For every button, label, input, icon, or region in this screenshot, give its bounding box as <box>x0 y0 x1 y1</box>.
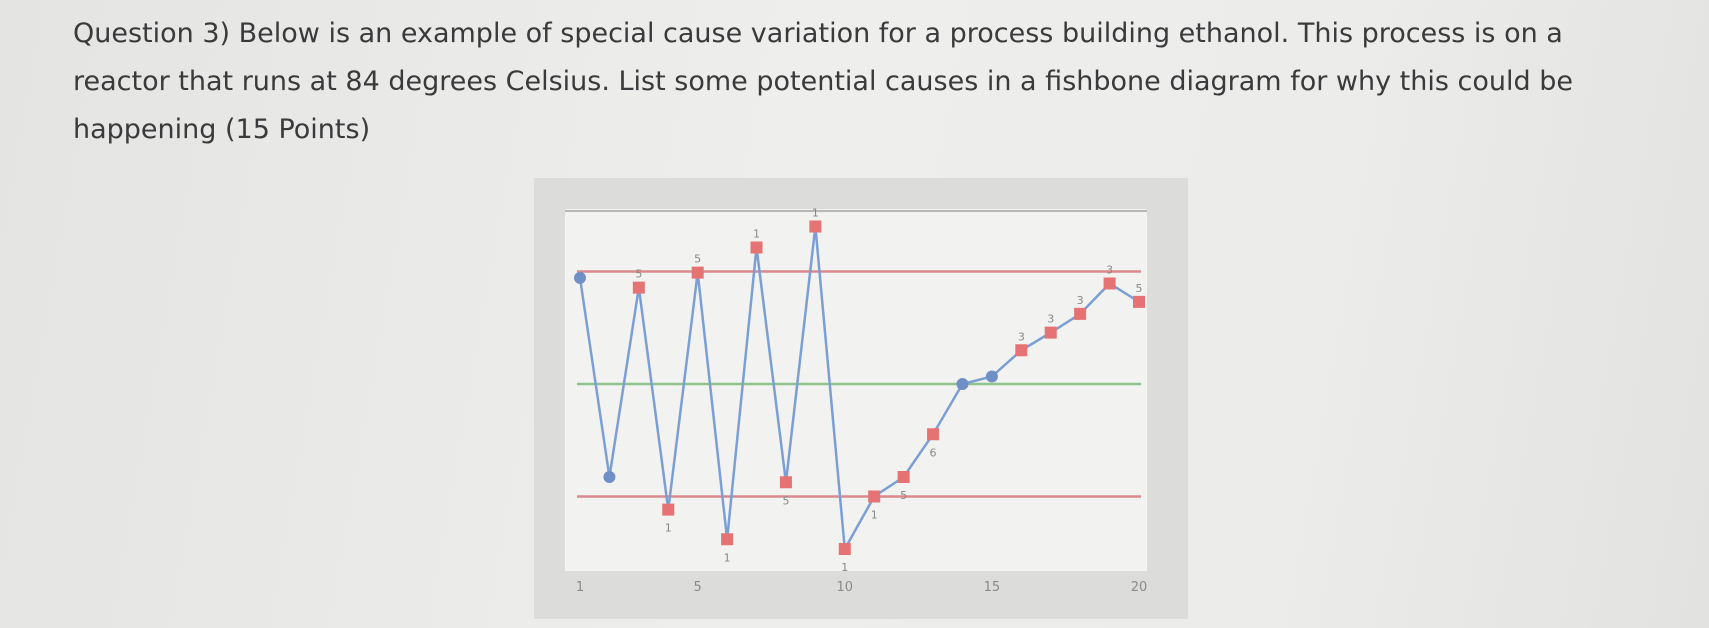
rule-flag-label: 1 <box>841 561 848 574</box>
x-tick-label: 5 <box>694 580 702 595</box>
plot-area <box>565 209 1147 571</box>
flagged-point <box>1103 277 1116 290</box>
x-tick-label: 15 <box>984 580 1001 595</box>
rule-flag-label: 5 <box>694 253 701 266</box>
rule-flag-label: 5 <box>635 268 642 281</box>
flagged-point <box>1044 326 1057 339</box>
flagged-point <box>809 220 822 233</box>
question-text: Question 3) Below is an example of speci… <box>73 18 1573 145</box>
rule-flag-label: 6 <box>930 446 937 459</box>
flagged-point <box>632 281 645 294</box>
rule-flag-label: 5 <box>1136 282 1143 295</box>
rule-flag-label: 5 <box>782 494 789 507</box>
rule-flag-label: 3 <box>1077 294 1084 307</box>
flagged-point <box>1133 295 1145 308</box>
rule-flag-label: 1 <box>871 509 878 522</box>
flagged-point <box>897 471 910 483</box>
rule-flag-label: 3 <box>1047 313 1054 326</box>
rule-flag-label: 1 <box>724 551 731 564</box>
flagged-point <box>868 490 881 503</box>
in-control-point <box>603 471 616 483</box>
rule-flag-label: 1 <box>665 522 672 535</box>
flagged-point <box>691 266 704 279</box>
flagged-point <box>662 503 675 516</box>
in-control-point <box>985 370 998 383</box>
rule-flag-label: 3 <box>1106 264 1113 277</box>
flagged-point <box>927 428 940 441</box>
flagged-point <box>750 241 763 254</box>
in-control-point <box>956 378 969 390</box>
x-tick-label: 20 <box>1131 580 1148 595</box>
rule-flag-label: 1 <box>753 228 760 241</box>
flagged-point <box>721 533 734 546</box>
in-control-point <box>574 271 586 284</box>
flagged-point <box>838 543 851 555</box>
flagged-point <box>1015 344 1028 357</box>
rule-flag-label: 3 <box>1018 330 1025 343</box>
x-tick-label: 1 <box>576 580 584 595</box>
flagged-point <box>1074 307 1087 320</box>
rule-flag-label: 5 <box>900 489 907 502</box>
rule-flag-label: 1 <box>812 207 819 220</box>
x-tick-label: 10 <box>837 580 854 595</box>
flagged-point <box>779 476 792 489</box>
